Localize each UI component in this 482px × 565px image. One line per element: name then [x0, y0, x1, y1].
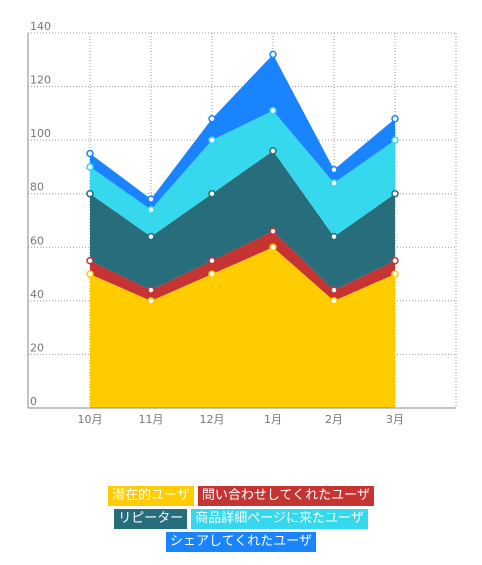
legend-row-3: シェアしてくれたユーザ: [0, 532, 482, 553]
data-point: [208, 256, 216, 265]
data-point: [147, 232, 155, 241]
data-point: [147, 297, 155, 305]
data-point: [269, 106, 277, 115]
data-point: [147, 286, 155, 294]
data-point: [391, 114, 399, 123]
data-point: [147, 195, 155, 203]
area-series-3: [90, 110, 395, 237]
data-point: [391, 270, 399, 278]
area-series-0: [90, 247, 395, 408]
areas: [90, 54, 395, 408]
legend-row-2: リピーター 商品詳細ページに来たユーザ: [0, 509, 482, 530]
data-point: [208, 189, 216, 198]
y-tick-label: 60: [30, 234, 44, 247]
data-point: [330, 286, 338, 294]
x-tick-label: 1月: [264, 413, 282, 426]
y-tick-label: 100: [30, 127, 51, 140]
data-point: [330, 165, 338, 174]
data-point: [330, 232, 338, 241]
area-series-2: [90, 150, 395, 291]
axes: 0 20 40 60 80 100 120 140 10月 11月 12月 1月 2月 3月: [27, 20, 456, 426]
y-tick-label: 20: [30, 341, 44, 354]
data-point: [86, 163, 94, 171]
y-tick-label: 140: [30, 20, 51, 33]
data-point: [147, 206, 155, 214]
data-point: [391, 189, 399, 198]
data-point: [86, 270, 94, 278]
y-tick-label: 80: [30, 181, 44, 194]
data-point: [391, 256, 399, 265]
x-tick-label: 3月: [386, 413, 404, 426]
data-points: [86, 50, 399, 305]
legend-item-product-page-users[interactable]: 商品詳細ページに来たユーザ: [191, 509, 368, 529]
area-series-1: [90, 231, 395, 301]
data-point: [330, 179, 338, 187]
data-point: [208, 270, 216, 278]
stacked-area-chart: 0 20 40 60 80 100 120 140 10月 11月 12月 1月 2月 3月: [27, 20, 457, 426]
legend-item-inquiry-users[interactable]: 問い合わせしてくれたユーザ: [197, 486, 374, 506]
y-tick-label: 120: [30, 74, 51, 87]
data-point: [330, 297, 338, 305]
x-tick-label: 2月: [325, 413, 343, 426]
data-point: [86, 256, 94, 265]
data-point: [86, 189, 94, 198]
y-tick-label: 0: [30, 395, 37, 408]
data-point: [269, 147, 277, 155]
legend: 潜在的ユーザ 問い合わせしてくれたユーザ リピーター 商品詳細ページに来たユーザ シ…: [0, 486, 482, 555]
data-point: [208, 114, 216, 123]
data-point: [269, 50, 277, 59]
legend-item-repeaters[interactable]: リピーター: [114, 509, 188, 529]
legend-row-1: 潜在的ユーザ 問い合わせしてくれたユーザ: [0, 486, 482, 507]
data-point: [391, 136, 399, 144]
x-tick-label: 10月: [78, 413, 103, 426]
x-tick-label: 12月: [200, 413, 225, 426]
y-tick-label: 40: [30, 288, 44, 301]
legend-item-potential-users[interactable]: 潜在的ユーザ: [108, 486, 194, 506]
data-point: [208, 136, 216, 144]
data-point: [86, 149, 94, 158]
legend-item-share-users[interactable]: シェアしてくれたユーザ: [166, 532, 316, 552]
data-point: [269, 227, 277, 235]
data-point: [269, 243, 277, 252]
x-tick-label: 11月: [139, 413, 164, 426]
